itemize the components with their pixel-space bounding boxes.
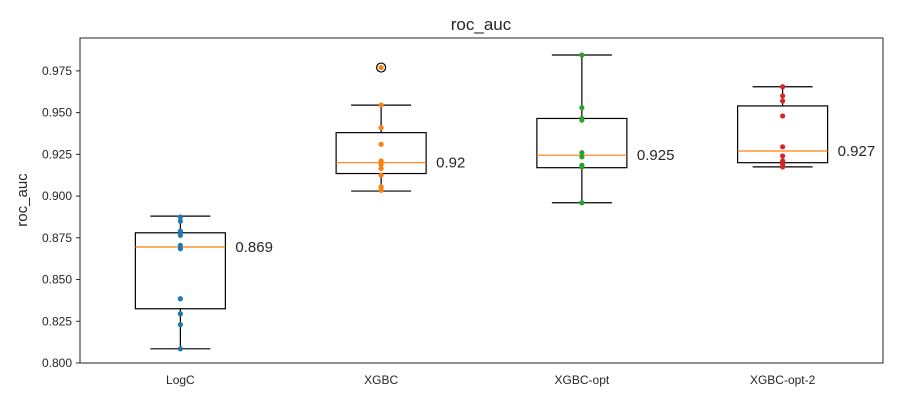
box-group: 0.927: [737, 84, 876, 170]
data-point: [378, 158, 384, 164]
data-point: [579, 162, 585, 168]
data-point: [780, 93, 786, 99]
x-tick-label: XGBC: [364, 373, 398, 387]
data-point: [579, 200, 585, 206]
outlier-marker: [376, 62, 387, 73]
box-iqr: [536, 117, 628, 169]
y-axis-title: roc_auc: [14, 173, 31, 227]
data-point: [378, 141, 384, 147]
data-point: [177, 346, 183, 352]
data-point: [177, 214, 183, 220]
data-point: [378, 125, 384, 131]
data-point: [177, 322, 183, 328]
data-point: [579, 154, 585, 160]
x-tick-label: XGBC-opt-2: [750, 373, 816, 387]
data-point: [177, 218, 183, 224]
data-point: [780, 84, 786, 90]
data-point: [579, 105, 585, 111]
data-point: [780, 158, 786, 164]
y-tick-label: 0.800: [42, 356, 72, 370]
data-point: [780, 113, 786, 119]
box-group: 0.925: [536, 52, 675, 206]
data-point: [579, 115, 585, 122]
y-tick-label: 0.975: [42, 64, 72, 78]
data-point: [378, 102, 384, 108]
data-point: [378, 64, 384, 71]
data-point: [378, 184, 384, 190]
data-point: [579, 150, 585, 156]
data-point: [780, 153, 786, 159]
data-point: [378, 172, 384, 178]
plot-area: 0.800 0.825 0.850 0.875 0.900 0.925 0.950 0.975…: [42, 52, 875, 387]
y-tick-label: 0.950: [42, 106, 72, 120]
x-tick-label: XGBC-opt: [555, 373, 610, 387]
data-point: [579, 52, 585, 58]
data-point: [780, 144, 786, 150]
data-point: [780, 98, 786, 104]
data-point: [177, 232, 183, 238]
y-tick-label: 0.875: [42, 231, 72, 245]
data-point: [177, 242, 183, 248]
x-tick-label: LogC: [166, 373, 195, 387]
plot-frame: [79, 37, 884, 364]
y-tick-label: 0.925: [42, 147, 72, 161]
data-point: [177, 311, 183, 317]
box-group: 0.92: [335, 62, 465, 193]
y-tick-label: 0.900: [42, 189, 72, 203]
median-value-label: 0.869: [235, 239, 273, 256]
data-point: [177, 296, 183, 302]
median-value-label: 0.92: [436, 155, 465, 172]
data-point: [378, 165, 384, 172]
chart-title: roc_auc: [451, 15, 512, 34]
median-value-label: 0.927: [838, 143, 876, 160]
y-tick-label: 0.850: [42, 273, 72, 287]
median-value-label: 0.925: [637, 147, 675, 164]
data-point: [177, 228, 183, 234]
box-group: 0.869: [134, 214, 273, 352]
y-tick-label: 0.825: [42, 314, 72, 328]
